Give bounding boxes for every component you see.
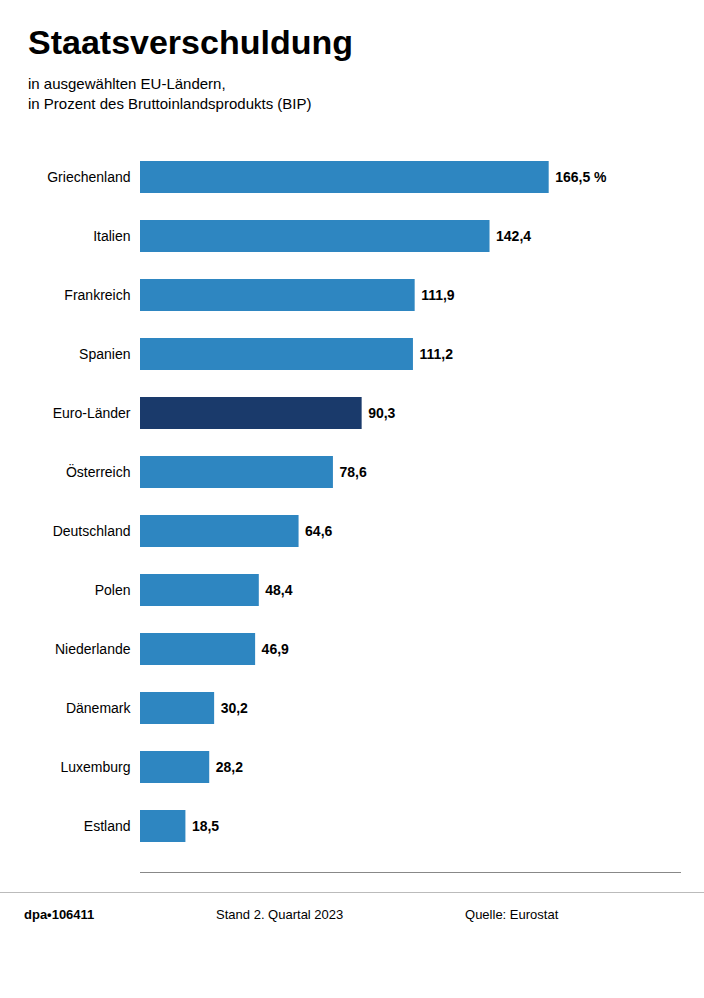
svg-text:Griechenland: Griechenland [47,169,130,185]
svg-text:18,5: 18,5 [192,818,219,834]
svg-text:Deutschland: Deutschland [53,523,131,539]
svg-text:142,4: 142,4 [496,228,531,244]
svg-text:Italien: Italien [93,228,130,244]
svg-text:111,9: 111,9 [421,287,455,303]
svg-text:Niederlande: Niederlande [55,641,131,657]
svg-text:Spanien: Spanien [79,346,130,362]
svg-text:64,6: 64,6 [305,523,332,539]
svg-text:48,4: 48,4 [265,582,292,598]
html-text:in ausgewählten EU-Ländern,: in ausgewählten EU-Ländern, [28,75,226,92]
html-text:Quelle: Eurostat: Quelle: Eurostat [465,907,559,922]
svg-text:28,2: 28,2 [216,759,243,775]
svg-text:Polen: Polen [95,582,131,598]
svg-text:166,5 %: 166,5 % [555,169,607,185]
svg-text:30,2: 30,2 [221,700,248,716]
svg-text:Dänemark: Dänemark [66,700,132,716]
svg-text:Euro-Länder: Euro-Länder [53,405,131,421]
html-text:Staatsverschuldung: Staatsverschuldung [28,23,353,61]
html-text:Stand 2. Quartal 2023: Stand 2. Quartal 2023 [216,907,344,922]
svg-text:46,9: 46,9 [262,641,289,657]
svg-text:78,6: 78,6 [339,464,366,480]
svg-text:Luxemburg: Luxemburg [60,759,130,775]
svg-text:Österreich: Österreich [66,463,131,480]
html-text:in Prozent des Bruttoinlandspr: in Prozent des Bruttoinlandsprodukts (BI… [28,95,312,112]
html-text:dpa•106411: dpa•106411 [24,907,95,922]
svg-text:90,3: 90,3 [368,405,395,421]
svg-text:Estland: Estland [84,818,131,834]
svg-text:Frankreich: Frankreich [64,287,130,303]
svg-text:111,2: 111,2 [419,346,453,362]
